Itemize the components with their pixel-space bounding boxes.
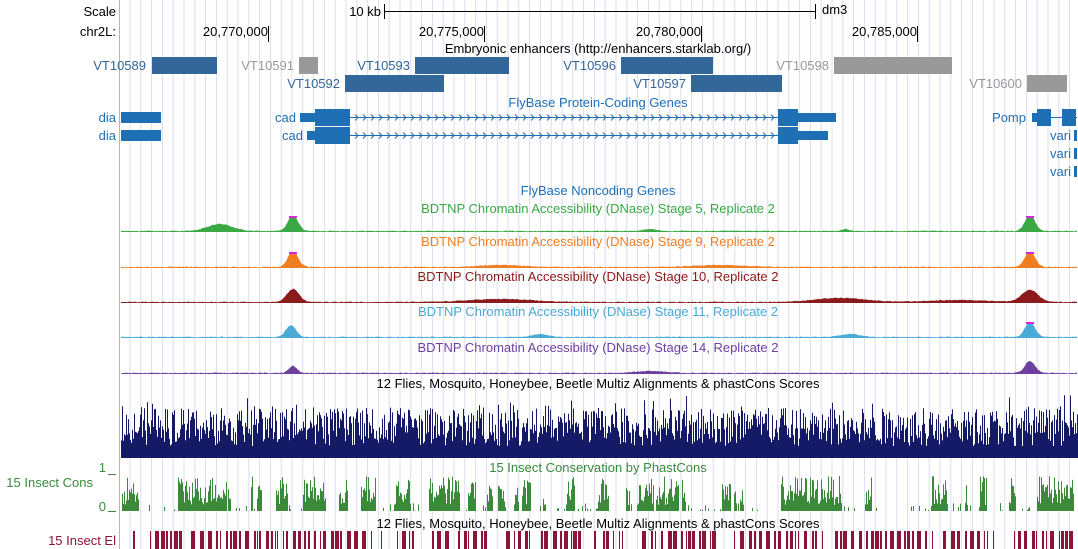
ruler-position: 20,770,000 — [203, 24, 268, 39]
dnase-stage10-signal — [121, 288, 1077, 303]
dnase-track-title: BDTNP Chromatin Accessibility (DNase) St… — [417, 340, 778, 355]
gene-label[interactable]: vari — [1050, 164, 1071, 179]
gene-label[interactable]: Pomp — [992, 110, 1026, 125]
enhancer-feature[interactable] — [345, 75, 444, 92]
gene-exon[interactable] — [121, 112, 161, 123]
dnase-stage5-track[interactable]: BDTNP Chromatin Accessibility (DNase) St… — [121, 201, 1077, 232]
ruler-position: 20,775,000 — [419, 24, 484, 39]
pomp-transcript[interactable] — [1032, 109, 1077, 126]
gene-exon[interactable] — [1074, 130, 1077, 141]
enhancer-feature[interactable] — [621, 57, 713, 74]
multiz-signal — [121, 395, 1078, 458]
base-position-ruler[interactable]: Scale chr2L: 10 kb dm3 20,770,000 20,775… — [80, 2, 918, 42]
enhancer-feature[interactable] — [152, 57, 217, 74]
multiz-track-title: 12 Flies, Mosquito, Honeybee, Beetle Mul… — [377, 376, 820, 391]
genes-track-title: FlyBase Protein-Coding Genes — [508, 95, 688, 110]
scale-bar — [384, 4, 816, 19]
enhancer-feature[interactable] — [834, 57, 952, 74]
enhancer-label[interactable]: VT10598 — [776, 58, 829, 73]
enhancer-label[interactable]: VT10597 — [633, 76, 686, 91]
phastcons-axis-max: 1 — [99, 460, 106, 475]
dnase-stage14-signal — [121, 360, 1077, 374]
elements-side-label[interactable]: 15 Insect El — [48, 533, 116, 548]
phastcons-track-title: 15 Insect Conservation by PhastCons — [489, 460, 707, 475]
dnase-stage11-track[interactable]: BDTNP Chromatin Accessibility (DNase) St… — [121, 304, 1077, 338]
scale-bar-label: 10 kb — [349, 4, 381, 19]
enhancer-feature[interactable] — [691, 75, 782, 92]
gene-exon[interactable] — [1074, 148, 1077, 159]
dnase-stage5-signal — [121, 216, 1077, 232]
phastcons-signal — [122, 476, 1074, 511]
enhancer-label[interactable]: VT10593 — [357, 58, 410, 73]
scale-label: Scale — [83, 4, 116, 19]
dnase-peak-saturation-marks — [289, 216, 1034, 324]
gene-label[interactable]: cad — [275, 110, 296, 125]
enhancer-feature[interactable] — [299, 57, 318, 74]
phastcons-axis-min: 0 — [99, 499, 106, 514]
protein-coding-genes-track[interactable]: FlyBase Protein-Coding Genes dia dia cad… — [99, 95, 1077, 179]
ruler-position: 20,780,000 — [636, 24, 701, 39]
cad-transcript[interactable] — [307, 127, 828, 144]
enhancers-track-title: Embryonic enhancers (http://enhancers.st… — [445, 41, 751, 56]
dnase-track-title: BDTNP Chromatin Accessibility (DNase) St… — [418, 304, 778, 319]
dnase-track-title: BDTNP Chromatin Accessibility (DNase) St… — [421, 201, 775, 216]
enhancer-feature[interactable] — [415, 57, 509, 74]
enhancer-label[interactable]: VT10596 — [563, 58, 616, 73]
phastcons-track[interactable]: 15 Insect Conservation by PhastCons 15 I… — [6, 460, 1074, 514]
dnase-track-title: BDTNP Chromatin Accessibility (DNase) St… — [421, 234, 775, 249]
enhancer-label[interactable]: VT10592 — [287, 76, 340, 91]
assembly-label: dm3 — [822, 2, 847, 17]
dnase-stage10-track[interactable]: BDTNP Chromatin Accessibility (DNase) St… — [121, 269, 1077, 303]
enhancer-label[interactable]: VT10591 — [241, 58, 294, 73]
gene-label[interactable]: vari — [1050, 128, 1071, 143]
gene-label[interactable]: dia — [99, 110, 117, 125]
dnase-stage9-track[interactable]: BDTNP Chromatin Accessibility (DNase) St… — [121, 234, 1077, 268]
enhancers-track[interactable]: Embryonic enhancers (http://enhancers.st… — [93, 41, 1067, 92]
enhancer-label[interactable]: VT10589 — [93, 58, 146, 73]
ruler-position: 20,785,000 — [852, 24, 917, 39]
gene-label[interactable]: dia — [99, 128, 117, 143]
gene-label[interactable]: vari — [1050, 146, 1071, 161]
dnase-stage14-track[interactable]: BDTNP Chromatin Accessibility (DNase) St… — [121, 340, 1077, 374]
multiz-track[interactable]: 12 Flies, Mosquito, Honeybee, Beetle Mul… — [121, 376, 1078, 458]
cad-transcript[interactable] — [300, 109, 836, 126]
noncoding-genes-track-title: FlyBase Noncoding Genes — [521, 183, 676, 198]
ruler-positions: 20,770,000 20,775,000 20,780,000 20,785,… — [203, 24, 918, 42]
elements-track-title: 12 Flies, Mosquito, Honeybee, Beetle Mul… — [377, 516, 820, 531]
conserved-elements-track[interactable]: 12 Flies, Mosquito, Honeybee, Beetle Mul… — [48, 516, 1073, 549]
enhancer-label[interactable]: VT10600 — [969, 76, 1022, 91]
gene-exon[interactable] — [1074, 166, 1077, 177]
dnase-track-title: BDTNP Chromatin Accessibility (DNase) St… — [417, 269, 778, 284]
enhancer-feature[interactable] — [1027, 75, 1067, 92]
phastcons-side-label[interactable]: 15 Insect Cons — [6, 475, 93, 490]
conserved-elements-blocks — [133, 531, 1073, 549]
gene-exon[interactable] — [121, 130, 161, 141]
chrom-label: chr2L: — [80, 24, 116, 39]
gene-label[interactable]: cad — [282, 128, 303, 143]
